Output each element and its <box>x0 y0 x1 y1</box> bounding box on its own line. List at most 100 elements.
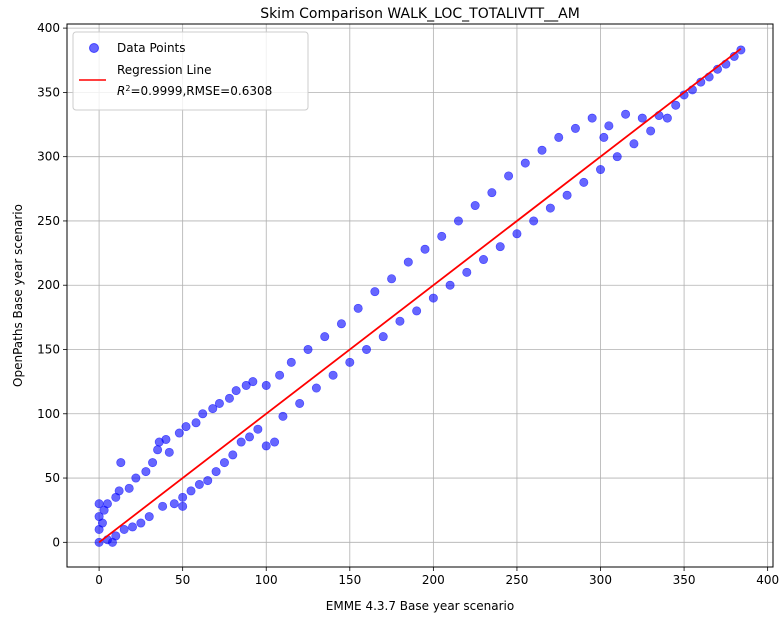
data-point <box>662 113 672 123</box>
data-point <box>241 380 251 390</box>
data-point <box>178 492 188 502</box>
data-point <box>336 319 346 329</box>
data-point <box>236 437 246 447</box>
x-tick-label: 100 <box>255 573 278 587</box>
data-point <box>178 501 188 511</box>
data-point <box>153 445 163 455</box>
data-point <box>270 437 280 447</box>
data-point <box>275 370 285 380</box>
data-point <box>214 398 224 408</box>
regression-stats-text: =0.9999,RMSE=0.6308 <box>130 84 272 98</box>
data-point <box>303 344 313 354</box>
x-tick-label: 250 <box>505 573 528 587</box>
data-point <box>470 201 480 211</box>
data-point <box>562 190 572 200</box>
y-tick-label: 300 <box>37 150 60 164</box>
scatter-points <box>94 45 746 547</box>
data-point <box>554 132 564 142</box>
r2-symbol: R <box>117 84 125 98</box>
y-tick-label: 350 <box>37 85 60 99</box>
data-point <box>164 447 174 457</box>
data-point <box>395 316 405 326</box>
data-point <box>144 512 154 522</box>
data-point <box>131 473 141 483</box>
data-point <box>116 458 126 468</box>
y-tick-label: 150 <box>37 342 60 356</box>
data-point <box>353 303 363 313</box>
data-point <box>211 467 221 477</box>
data-point <box>736 45 746 55</box>
data-point <box>174 428 184 438</box>
x-axis-label: EMME 4.3.7 Base year scenario <box>326 599 514 613</box>
x-tick-label: 400 <box>756 573 779 587</box>
data-point <box>278 411 288 421</box>
x-tick-label: 300 <box>589 573 612 587</box>
data-point <box>604 121 614 131</box>
data-point <box>412 306 422 316</box>
x-tick-label: 350 <box>673 573 696 587</box>
y-tick-label: 400 <box>37 21 60 35</box>
data-point <box>111 531 121 541</box>
data-point <box>248 377 258 387</box>
data-point <box>629 139 639 149</box>
data-point <box>420 244 430 254</box>
data-point <box>169 499 179 509</box>
data-point <box>453 216 463 226</box>
data-point <box>97 518 107 528</box>
data-point <box>253 424 263 434</box>
legend: Data Points Regression Line R2=0.9999,RM… <box>72 31 309 111</box>
plot-frame <box>66 23 774 568</box>
data-point <box>612 152 622 162</box>
data-point <box>124 483 134 493</box>
data-point <box>378 332 388 342</box>
data-point <box>186 486 196 496</box>
x-tick-label: 200 <box>422 573 445 587</box>
x-tick-label: 150 <box>338 573 361 587</box>
data-point <box>462 267 472 277</box>
data-point <box>128 522 138 532</box>
y-tick-label: 250 <box>37 214 60 228</box>
data-point <box>328 370 338 380</box>
data-point <box>320 332 330 342</box>
data-point <box>261 380 271 390</box>
data-point <box>228 450 238 460</box>
data-point <box>495 242 505 252</box>
legend-box <box>72 31 309 111</box>
x-tick-label: 0 <box>95 573 103 587</box>
data-point <box>203 476 213 486</box>
data-point <box>311 383 321 393</box>
data-point <box>224 393 234 403</box>
y-tick-label: 50 <box>45 471 60 485</box>
legend-label-data-points: Data Points <box>117 41 186 55</box>
data-point <box>445 280 455 290</box>
data-point <box>671 100 681 110</box>
data-point <box>545 203 555 213</box>
y-axis-ticks: 0 50 100 150 200 250 300 350 400 <box>37 21 67 549</box>
data-point <box>136 518 146 528</box>
data-point <box>428 293 438 303</box>
data-point <box>141 467 151 477</box>
chart-title: Skim Comparison WALK_LOC_TOTALIVTT__AM <box>260 6 580 22</box>
data-point <box>599 132 609 142</box>
data-point <box>161 434 171 444</box>
grid-lines <box>67 24 773 567</box>
data-point <box>181 422 191 432</box>
regression-line <box>98 47 742 544</box>
data-point <box>479 255 489 265</box>
data-point <box>208 404 218 414</box>
data-point <box>245 432 255 442</box>
y-axis-label: OpenPaths Base year scenario <box>11 204 25 387</box>
data-point <box>158 501 168 511</box>
data-point <box>261 441 271 451</box>
legend-marker-data-points <box>89 43 99 53</box>
data-point <box>637 113 647 123</box>
legend-label-regression-line: Regression Line <box>117 63 211 77</box>
data-point <box>102 499 112 509</box>
r2-superscript: 2 <box>125 84 130 93</box>
data-point <box>362 344 372 354</box>
data-point <box>596 165 606 175</box>
data-point <box>148 458 158 468</box>
data-point <box>403 257 413 267</box>
